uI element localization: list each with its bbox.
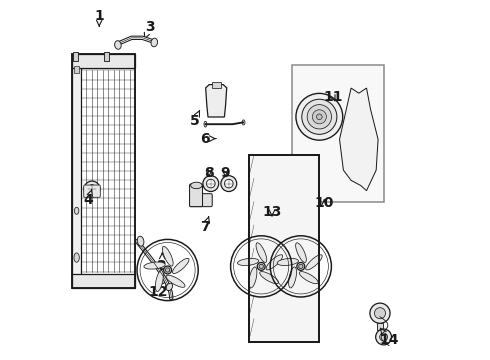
Ellipse shape	[155, 270, 163, 292]
Ellipse shape	[204, 121, 207, 127]
Polygon shape	[206, 85, 227, 117]
Circle shape	[356, 157, 361, 162]
Text: 2: 2	[157, 253, 167, 273]
Text: 12: 12	[149, 282, 169, 298]
Circle shape	[374, 308, 386, 319]
Ellipse shape	[144, 262, 165, 269]
Bar	[212, 82, 220, 88]
Ellipse shape	[289, 267, 296, 288]
Circle shape	[206, 179, 215, 188]
Ellipse shape	[260, 271, 279, 284]
Ellipse shape	[172, 258, 189, 274]
Bar	[74, 52, 78, 61]
Ellipse shape	[166, 275, 185, 287]
Bar	[72, 54, 135, 68]
Text: 11: 11	[323, 90, 343, 104]
Circle shape	[224, 179, 233, 188]
Text: 10: 10	[315, 197, 334, 210]
Ellipse shape	[249, 267, 257, 288]
Circle shape	[370, 303, 390, 323]
Circle shape	[299, 264, 303, 269]
Circle shape	[164, 266, 171, 274]
Text: 3: 3	[145, 20, 154, 39]
Circle shape	[166, 268, 170, 272]
Ellipse shape	[299, 271, 318, 284]
FancyBboxPatch shape	[190, 194, 212, 207]
Circle shape	[307, 105, 332, 129]
FancyBboxPatch shape	[84, 185, 100, 197]
Circle shape	[360, 106, 365, 111]
Text: 9: 9	[220, 166, 230, 180]
Bar	[377, 323, 383, 330]
Polygon shape	[340, 88, 378, 191]
Circle shape	[84, 181, 100, 197]
Circle shape	[88, 185, 97, 193]
Circle shape	[380, 333, 388, 341]
Bar	[74, 66, 79, 73]
Circle shape	[345, 116, 350, 121]
Text: 6: 6	[200, 132, 216, 145]
FancyBboxPatch shape	[190, 184, 202, 207]
Ellipse shape	[151, 38, 158, 47]
Bar	[248, 155, 319, 342]
Ellipse shape	[191, 182, 202, 189]
Circle shape	[257, 262, 265, 270]
Circle shape	[221, 176, 237, 192]
Text: 4: 4	[83, 190, 93, 207]
Text: 7: 7	[200, 217, 210, 234]
Bar	[72, 63, 81, 279]
Bar	[248, 155, 319, 342]
Ellipse shape	[74, 253, 79, 262]
Ellipse shape	[266, 255, 283, 270]
Text: 8: 8	[204, 166, 214, 180]
Circle shape	[317, 114, 322, 120]
Circle shape	[312, 110, 326, 124]
Bar	[72, 274, 135, 288]
Text: 5: 5	[190, 111, 199, 127]
Circle shape	[297, 262, 305, 270]
Circle shape	[203, 176, 219, 192]
Circle shape	[302, 99, 337, 134]
Bar	[104, 52, 109, 61]
Ellipse shape	[166, 283, 172, 291]
Ellipse shape	[137, 236, 144, 246]
Ellipse shape	[277, 258, 298, 265]
Ellipse shape	[242, 120, 245, 125]
Bar	[72, 54, 135, 288]
Ellipse shape	[238, 258, 259, 265]
Ellipse shape	[74, 207, 79, 214]
Circle shape	[259, 264, 263, 269]
Ellipse shape	[295, 243, 306, 262]
Ellipse shape	[163, 246, 173, 266]
Circle shape	[376, 329, 392, 345]
Text: 13: 13	[262, 206, 282, 219]
Ellipse shape	[306, 255, 322, 270]
Text: 14: 14	[379, 328, 399, 347]
Circle shape	[296, 93, 343, 140]
Bar	[292, 65, 384, 202]
Ellipse shape	[115, 41, 121, 49]
Ellipse shape	[256, 243, 267, 262]
Text: 1: 1	[95, 9, 104, 26]
